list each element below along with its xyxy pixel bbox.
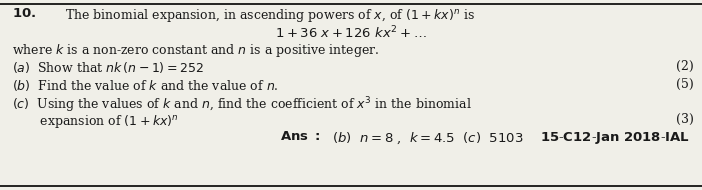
Text: The binomial expansion, in ascending powers of $x$, of $(1 + kx)^n$ is: The binomial expansion, in ascending pow… <box>65 7 475 24</box>
Text: $\mathbf{10.}$: $\mathbf{10.}$ <box>12 7 37 20</box>
Text: $(c)$  Using the values of $k$ and $n$, find the coefficient of $x^3$ in the bin: $(c)$ Using the values of $k$ and $n$, f… <box>12 95 472 115</box>
Text: $1 + 36\ x + 126\ kx^2 + \ldots$: $1 + 36\ x + 126\ kx^2 + \ldots$ <box>275 25 427 41</box>
Text: expansion of $(1 + kx)^n$: expansion of $(1 + kx)^n$ <box>12 113 178 130</box>
Text: (5): (5) <box>676 78 694 91</box>
Text: $\mathbf{15}$-$\mathbf{C12}$-$\mathbf{Jan\ 2018}$-$\mathbf{IAL}$: $\mathbf{15}$-$\mathbf{C12}$-$\mathbf{Ja… <box>540 130 690 146</box>
Text: $(b)$  $n = 8$ ,  $k = 4.5$  $(c)$  $5103$: $(b)$ $n = 8$ , $k = 4.5$ $(c)$ $5103$ <box>328 130 524 146</box>
Text: $(b)$  Find the value of $k$ and the value of $n$.: $(b)$ Find the value of $k$ and the valu… <box>12 78 279 93</box>
Text: (3): (3) <box>676 113 694 126</box>
Text: $(a)$  Show that $nk\,(n-1) = 252$: $(a)$ Show that $nk\,(n-1) = 252$ <box>12 60 204 75</box>
Text: $\mathbf{Ans\ :}$: $\mathbf{Ans\ :}$ <box>280 130 320 143</box>
Text: where $k$ is a non-zero constant and $n$ is a positive integer.: where $k$ is a non-zero constant and $n$… <box>12 42 380 59</box>
Text: (2): (2) <box>676 60 694 73</box>
